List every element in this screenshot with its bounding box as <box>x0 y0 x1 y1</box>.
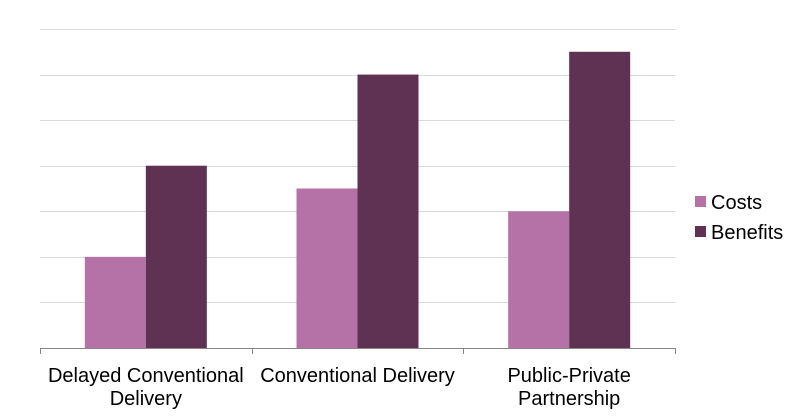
bar-benefits-2 <box>569 51 631 349</box>
x-tick-label-line: Delayed Conventional <box>48 365 244 387</box>
bar-benefits-1 <box>357 74 419 349</box>
bar-benefits-0 <box>145 165 207 348</box>
bar-costs-0 <box>84 256 146 348</box>
legend-swatch-benefits <box>695 226 706 237</box>
x-tick-label-line: Partnership <box>518 388 620 410</box>
x-tick-label: Delayed Conventional Delivery <box>48 365 244 410</box>
x-tick-labels: Delayed Conventional Delivery Conventional… <box>48 365 631 410</box>
x-axis <box>40 348 676 354</box>
bars <box>84 51 631 349</box>
x-tick-label-line: Delivery <box>110 388 182 410</box>
x-tick-label: Conventional Delivery <box>260 365 455 387</box>
legend-swatch-costs <box>695 196 706 207</box>
bar-costs-2 <box>508 211 570 348</box>
legend: Costs Benefits <box>695 192 783 244</box>
legend-label-benefits: Benefits <box>711 222 783 244</box>
legend-label-costs: Costs <box>711 192 762 214</box>
x-tick-label-line: Conventional Delivery <box>260 365 455 387</box>
x-tick-label-line: Public-Private <box>507 365 630 387</box>
bar-costs-1 <box>296 188 358 348</box>
x-tick-label: Public-Private Partnership <box>507 365 630 410</box>
